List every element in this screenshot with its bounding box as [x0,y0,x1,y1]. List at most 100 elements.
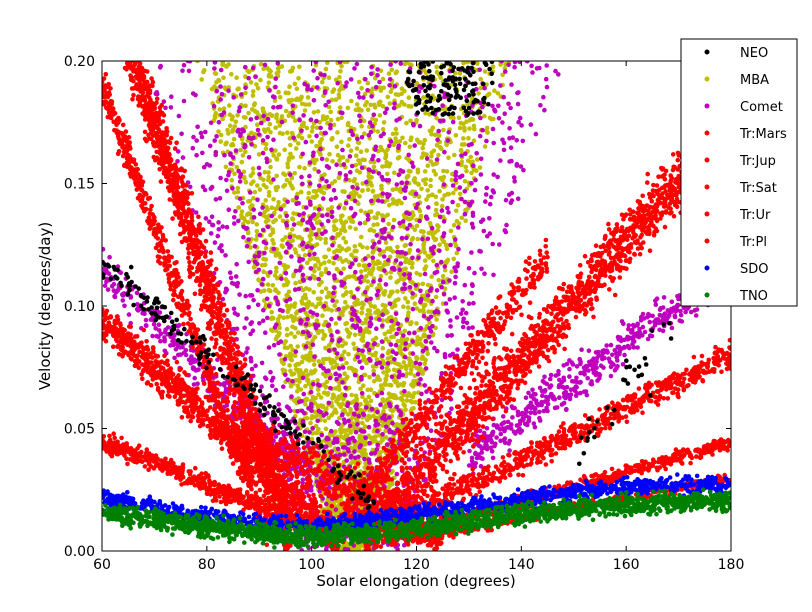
comet-point [231,306,237,312]
mba-point [268,288,273,294]
comet-point [209,214,215,219]
comet-point [213,149,219,155]
comet-point [353,269,358,275]
mba-point [343,299,348,305]
mba-point [368,387,374,393]
mba-point [390,249,396,254]
mba-point [449,177,455,183]
comet-point [358,118,363,124]
comet-point [336,338,342,344]
comet-point [439,259,444,265]
comet-point [396,408,402,413]
mba-point [358,208,364,214]
mba-point [267,112,273,117]
comet-point [477,67,483,73]
comet-point [307,181,313,186]
comet-point [515,101,521,107]
comet-point [401,333,406,338]
comet-point [469,250,474,255]
comet-point [544,84,550,90]
mba-point [388,89,394,95]
mba-point [236,205,241,210]
mba-point [422,267,428,272]
comet-point [175,324,181,329]
comet-point [466,266,472,271]
mba-point [298,96,304,102]
mba-point [312,401,318,406]
mba-point [224,140,229,146]
comet-point [503,69,508,74]
comet-point [430,298,435,304]
comet-point [471,163,476,168]
comet-point [349,163,355,169]
mba-point [309,129,315,134]
mba-point [405,299,411,305]
mba-point [344,61,350,65]
mba-point [444,246,450,252]
comet-point [264,159,270,165]
comet-point [176,113,182,119]
comet-point [271,177,276,182]
mba-point [337,255,343,261]
comet-point [261,307,266,313]
comet-point [251,297,256,303]
comet-point [453,173,459,178]
mba-point [363,103,368,108]
comet-point [412,330,417,336]
mba-point [316,426,321,432]
comet-point [445,333,450,339]
comet-point [173,347,179,352]
comet-point [306,440,311,445]
mba-point [476,91,481,96]
comet-point [324,411,329,416]
comet-point [318,146,323,152]
mba-point [337,88,342,93]
comet-point [455,347,460,352]
comet-point [470,325,475,330]
mba-point [342,189,347,194]
mba-point [343,341,349,346]
mba-point [342,429,348,434]
mba-point [347,136,352,142]
comet-point [368,321,374,327]
comet-point [403,341,409,346]
comet-point [417,218,422,224]
comet-point [480,127,485,133]
mba-point [322,260,327,266]
comet-point [340,380,345,385]
comet-point [464,320,470,326]
comet-point [358,443,364,448]
comet-point [304,205,309,210]
comet-point [259,282,265,287]
mba-point [434,64,440,70]
comet-point [294,195,300,201]
mba-point [404,120,409,126]
mba-point [359,310,364,316]
comet-point [300,272,306,278]
comet-point [368,296,374,302]
mba-point [240,153,246,158]
mba-point [283,266,288,271]
comet-point [255,288,260,293]
comet-point [429,340,434,345]
mba-point [406,95,412,100]
comet-point [220,296,226,302]
mba-point [285,130,290,135]
mba-point [408,367,414,372]
mba-point [341,435,346,441]
mba-point [285,161,290,166]
mba-point [371,222,377,228]
comet-point [352,412,357,417]
comet-point [389,235,394,240]
mba-point [464,61,470,65]
mba-point [245,219,251,225]
comet-point [332,255,338,261]
comet-point [227,270,233,276]
mba-point [312,368,318,373]
mba-point [305,378,310,383]
mba-point [459,215,465,221]
mba-point [234,164,240,170]
comet-point [359,165,365,170]
comet-point [340,147,345,153]
mba-point [277,123,283,128]
